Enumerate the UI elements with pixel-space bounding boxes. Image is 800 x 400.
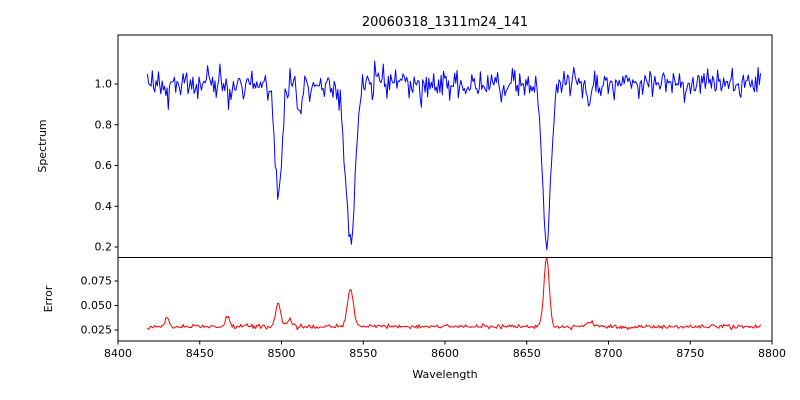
x-tick-label: 8500 (268, 347, 296, 360)
spectrum-y-tick-label: 0.8 (95, 118, 113, 131)
spectrum-y-tick-label: 0.4 (95, 200, 113, 213)
spectrum-trace (146, 60, 762, 251)
x-axis-label: Wavelength (412, 368, 477, 381)
x-tick-label: 8400 (104, 347, 132, 360)
error-y-axis-label: Error (42, 285, 55, 312)
plot-title: 20060318_1311m24_141 (362, 15, 528, 30)
x-tick-label: 8800 (758, 347, 786, 360)
x-tick-label: 8600 (431, 347, 459, 360)
error-panel-border (117, 257, 773, 342)
error-y-tick-label: 0.025 (81, 324, 113, 337)
spectrum-y-axis-label: Spectrum (36, 119, 49, 172)
spectrum-y-tick-label: 0.2 (95, 241, 113, 254)
spectrum-y-tick-label: 1.0 (95, 78, 113, 91)
plot-area: 0.2 0.4 0.6 0.8 1.0 0.025 0.050 0.075 8400 8450 85… (81, 34, 786, 360)
x-tick-label: 8650 (513, 347, 541, 360)
x-tick-label: 8700 (595, 347, 623, 360)
error-y-tick-label: 0.075 (81, 275, 113, 288)
x-tick-label: 8450 (186, 347, 214, 360)
error-y-tick-label: 0.050 (81, 299, 113, 312)
x-tick-label: 8550 (349, 347, 377, 360)
spectrum-panel-border (117, 34, 773, 258)
error-trace (147, 257, 762, 331)
spectrum-y-tick-label: 0.6 (95, 159, 113, 172)
x-tick-label: 8750 (676, 347, 704, 360)
